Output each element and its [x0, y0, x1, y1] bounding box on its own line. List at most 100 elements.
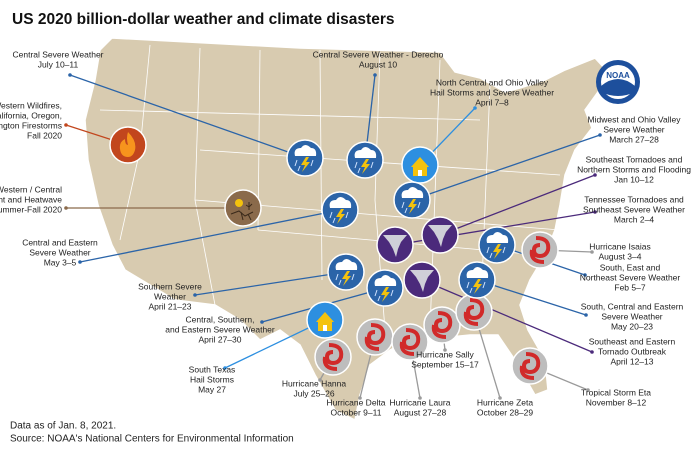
event-label: Jan 10–12: [614, 174, 654, 184]
cloud: [329, 197, 352, 208]
event-label: Central, Southern,: [186, 314, 255, 324]
rain: [374, 289, 394, 302]
event-label: Midwest and Ohio Valley: [588, 114, 682, 124]
hurricane-icon: [314, 338, 352, 376]
leader-dot: [223, 366, 227, 370]
event-label: April 21–23: [148, 301, 191, 311]
leader-dot: [78, 260, 82, 264]
bolt: [301, 157, 310, 172]
cloud: [401, 187, 424, 198]
event-label: Southern Severe: [138, 281, 202, 291]
event-label: November 8–12: [586, 397, 647, 407]
door: [323, 325, 327, 331]
event-label: Hurricane Sally: [416, 349, 474, 359]
event-label: Fall 2020: [27, 130, 62, 140]
icon-circle: [224, 189, 262, 227]
leader-dot: [498, 396, 502, 400]
event-label: May 27: [198, 384, 226, 394]
swirl: [364, 323, 386, 351]
bolt: [381, 287, 390, 302]
funnel: [410, 270, 434, 292]
rain: [329, 211, 349, 224]
rain: [335, 273, 355, 286]
storm-icon: [321, 191, 359, 229]
event-label: South Texas: [189, 364, 236, 374]
event-label: Hurricane Delta: [326, 397, 385, 407]
event-label: Central Severe Weather: [12, 49, 103, 59]
funnel: [383, 235, 407, 257]
event-label: Southeast and Eastern: [589, 336, 676, 346]
leader-line: [476, 279, 587, 316]
hail-icon: [401, 146, 439, 184]
cloud: [335, 259, 358, 270]
leader-line: [194, 271, 347, 296]
leader-dot: [373, 73, 377, 77]
storm-icon: [346, 141, 384, 179]
event-label: July 25–26: [293, 388, 334, 398]
leader-dot: [583, 273, 587, 277]
event-label: and Eastern Severe Weather: [165, 324, 275, 334]
tornado-icon: [403, 261, 441, 299]
event-label: California, Oregon,: [0, 110, 62, 120]
leader-dot: [418, 396, 422, 400]
cracks: [230, 202, 254, 221]
drought-icon: [224, 189, 262, 227]
event-label: Hurricane Isaias: [589, 241, 650, 251]
swirl: [399, 328, 421, 356]
leader-dot: [586, 388, 590, 392]
rain: [466, 281, 486, 294]
event-label: May 3–5: [44, 257, 77, 267]
house: [411, 157, 429, 176]
leader-dot: [590, 250, 594, 254]
tornado-icon: [376, 226, 414, 264]
event-label: Northern Storms and Flooding: [577, 164, 691, 174]
hurricane-icon: [356, 318, 394, 356]
leader-dot: [473, 106, 477, 110]
storm-icon: [458, 261, 496, 299]
storm-icon: [286, 139, 324, 177]
swirl: [322, 343, 344, 371]
title: US 2020 billion-dollar weather and clima…: [12, 11, 394, 28]
cloud: [374, 275, 397, 286]
icon-circle: [314, 338, 352, 376]
event-label: October 28–29: [477, 407, 534, 417]
storm-icon: [366, 269, 404, 307]
event-label: May 20–23: [611, 321, 653, 331]
icon-circle: [423, 306, 461, 344]
event-label: Feb 5–7: [614, 282, 645, 292]
event-label: April 12–13: [610, 356, 653, 366]
leader-dot: [193, 293, 197, 297]
logo-text: NOAA: [606, 71, 630, 80]
event-label: Drought and Heatwave: [0, 194, 62, 204]
bolt: [473, 279, 482, 294]
event-label: Tennessee Tornadoes and: [584, 194, 684, 204]
house: [316, 312, 334, 331]
event-label: March 27–28: [609, 134, 659, 144]
leader-dot: [64, 123, 68, 127]
sun: [235, 199, 243, 207]
storm-icon: [393, 181, 431, 219]
storm-icon: [478, 226, 516, 264]
rain: [354, 161, 374, 174]
bolt: [493, 244, 502, 259]
event-label: Southeast Tornadoes and: [586, 154, 683, 164]
event-label: South, East and: [600, 262, 661, 272]
leader-dot: [584, 313, 588, 317]
rain: [294, 159, 314, 172]
event-label: August 3–4: [598, 251, 641, 261]
bolt: [336, 209, 345, 224]
hurricane-icon: [455, 293, 493, 331]
bolt: [408, 199, 417, 214]
event-label: Summer-Fall 2020: [0, 204, 62, 214]
cloud: [486, 232, 509, 243]
leader-line: [411, 134, 601, 201]
swirl: [431, 311, 453, 339]
fire-icon: [109, 126, 147, 164]
funnel: [428, 225, 452, 247]
leader-line: [421, 279, 593, 353]
event-label: August 27–28: [394, 407, 447, 417]
event-label: Tropical Storm Eta: [581, 387, 651, 397]
cloud: [294, 145, 317, 156]
event-label: Central and Eastern: [22, 237, 98, 247]
leader-dot: [64, 206, 68, 210]
